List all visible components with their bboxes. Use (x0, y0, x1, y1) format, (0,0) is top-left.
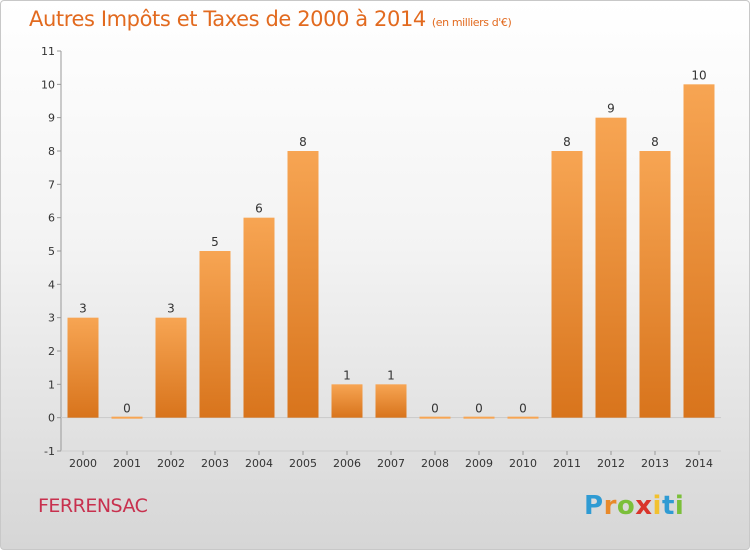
logo-letter: P (584, 491, 604, 521)
y-tick-label: 10 (41, 78, 55, 91)
x-tick-label: 2002 (157, 457, 185, 470)
y-tick-label: 4 (48, 278, 55, 291)
x-tick-label: 2014 (685, 457, 713, 470)
logo-letter: t (661, 491, 675, 521)
x-tick-label: 2001 (113, 457, 141, 470)
y-tick-label: 6 (48, 212, 55, 225)
value-label: 0 (475, 402, 483, 416)
bar (155, 317, 187, 418)
value-label: 10 (691, 68, 706, 82)
value-label: 5 (211, 235, 219, 249)
y-tick-label: 0 (48, 412, 55, 425)
y-tick-label: 7 (48, 178, 55, 191)
x-tick-label: 2009 (465, 457, 493, 470)
x-tick-label: 2010 (509, 457, 537, 470)
value-label: 8 (563, 135, 571, 149)
bar (375, 384, 407, 418)
value-label: 1 (387, 368, 395, 382)
commune-name: FERRENSAC (38, 495, 148, 517)
y-tick-label: 8 (48, 145, 55, 158)
y-tick-label: 3 (48, 312, 55, 325)
x-tick-label: 2005 (289, 457, 317, 470)
unit-label: (en milliers d'€) (431, 16, 512, 29)
logo-letter: i (674, 491, 685, 521)
bar (551, 151, 583, 418)
logo-letter: o (616, 491, 636, 521)
x-tick-label: 2011 (553, 457, 581, 470)
value-label: 1 (343, 368, 351, 382)
y-tick-label: 9 (48, 112, 55, 125)
logo-letter: r (603, 491, 617, 521)
y-tick-label: 1 (48, 378, 55, 391)
bar (111, 416, 143, 419)
chart-title: Autres Impôts et Taxes de 2000 à 2014 (en… (29, 7, 512, 31)
bar (639, 151, 671, 418)
bar (683, 84, 715, 418)
value-label: 8 (299, 135, 307, 149)
x-tick-label: 2000 (69, 457, 97, 470)
value-label: 3 (79, 302, 87, 316)
x-tick-label: 2012 (597, 457, 625, 470)
x-tick-label: 2008 (421, 457, 449, 470)
value-label: 0 (431, 402, 439, 416)
bar (331, 384, 363, 418)
x-tick-label: 2013 (641, 457, 669, 470)
bar (595, 117, 627, 418)
logo-letter: i (652, 491, 662, 521)
y-tick-label: 2 (48, 345, 55, 358)
x-tick-label: 2003 (201, 457, 229, 470)
x-tick-label: 2006 (333, 457, 361, 470)
bar (287, 151, 319, 418)
y-tick-label: 11 (41, 45, 55, 58)
x-tick-label: 2004 (245, 457, 273, 470)
title-text: Autres Impôts et Taxes de 2000 à 2014 (29, 7, 426, 31)
logo-letter: x (635, 491, 653, 521)
bar (199, 251, 231, 418)
value-label: 9 (607, 102, 615, 116)
bar (463, 416, 495, 419)
y-tick-label: 5 (48, 245, 55, 258)
x-tick-label: 2007 (377, 457, 405, 470)
value-label: 6 (255, 202, 263, 216)
bar (67, 317, 99, 418)
value-label: 3 (167, 302, 175, 316)
bar (507, 416, 539, 419)
y-tick-label: -1 (44, 445, 55, 458)
proxiti-logo[interactable]: Proxiti (584, 491, 684, 521)
value-label: 0 (519, 402, 527, 416)
value-label: 0 (123, 402, 131, 416)
bar (243, 217, 275, 418)
bar (419, 416, 451, 419)
value-label: 8 (651, 135, 659, 149)
